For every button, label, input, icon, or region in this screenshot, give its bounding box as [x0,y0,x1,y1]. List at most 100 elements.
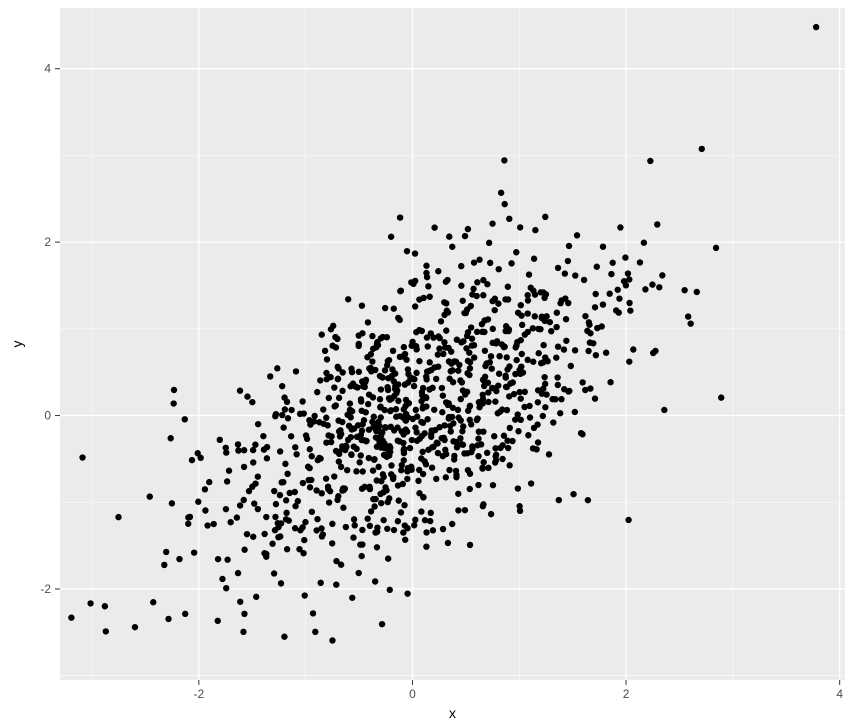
data-point [388,424,394,430]
data-point [429,464,435,470]
data-point [282,461,288,467]
data-point [430,334,436,340]
data-point [593,352,599,358]
data-point [424,416,430,422]
data-point [411,522,417,528]
data-point [659,272,665,278]
data-point [423,373,429,379]
data-point [443,474,449,480]
data-point [521,404,527,410]
data-point [458,441,464,447]
data-point [462,507,468,513]
data-point [398,287,404,293]
data-point [237,502,243,508]
data-point [448,348,454,354]
data-point [427,294,433,300]
data-point [348,451,354,457]
data-point [384,362,390,368]
data-point [217,437,223,443]
data-point [359,330,365,336]
data-point [412,303,418,309]
data-point [385,555,391,561]
data-point [455,367,461,373]
data-point [314,516,320,522]
data-point [393,406,399,412]
data-point [446,415,452,421]
data-point [603,350,609,356]
data-point [440,526,446,532]
data-point [343,524,349,530]
data-point [402,537,408,543]
data-point [364,515,370,521]
data-point [458,396,464,402]
data-point [608,271,614,277]
data-point [408,343,414,349]
data-point [253,594,259,600]
data-point [369,333,375,339]
data-point [453,472,459,478]
data-point [518,302,524,308]
data-point [563,338,569,344]
data-point [435,268,441,274]
data-point [474,417,480,423]
data-point [278,580,284,586]
data-point [292,525,298,531]
data-point [439,409,445,415]
data-point [418,398,424,404]
data-point [398,509,404,515]
data-point [572,409,578,415]
data-point [304,436,310,442]
data-point [458,263,464,269]
data-point [377,404,383,410]
data-point [437,335,443,341]
data-point [356,459,362,465]
data-point [404,248,410,254]
data-point [592,291,598,297]
data-point [406,400,412,406]
data-point [623,282,629,288]
data-point [540,342,546,348]
data-point [513,249,519,255]
data-point [170,400,176,406]
data-point [581,277,587,283]
data-point [448,368,454,374]
data-point [481,329,487,335]
data-point [377,491,383,497]
data-point [439,385,445,391]
data-point [278,520,284,526]
data-point [328,326,334,332]
data-point [416,467,422,473]
data-point [552,396,558,402]
data-point [426,386,432,392]
data-point [462,233,468,239]
data-point [251,500,257,506]
data-point [503,384,509,390]
data-point [211,521,217,527]
data-point [336,428,342,434]
data-point [344,467,350,473]
data-point [195,499,201,505]
data-point [404,590,410,596]
data-point [372,529,378,535]
y-tick-label: 2 [44,235,51,249]
data-point [494,338,500,344]
data-point [263,514,269,520]
data-point [307,484,313,490]
data-point [532,313,538,319]
data-point [202,486,208,492]
data-point [375,464,381,470]
data-point [339,443,345,449]
data-point [367,486,373,492]
data-point [336,395,342,401]
data-point [412,250,418,256]
data-point [400,440,406,446]
data-point [316,455,322,461]
data-point [347,400,353,406]
data-point [617,224,623,230]
data-point [458,283,464,289]
data-point [519,351,525,357]
data-point [68,614,74,620]
data-point [480,277,486,283]
data-point [482,374,488,380]
data-point [377,396,383,402]
